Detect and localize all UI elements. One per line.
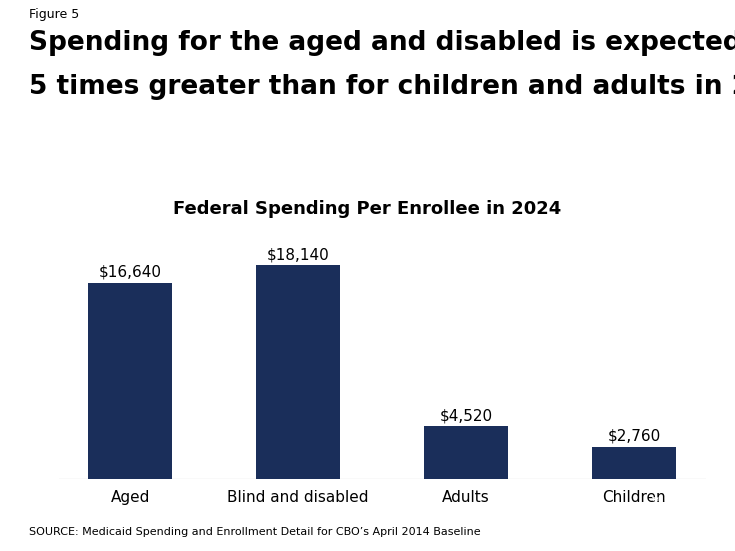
Text: $2,760: $2,760 [608,429,661,444]
Text: SOURCE: Medicaid Spending and Enrollment Detail for CBO’s April 2014 Baseline: SOURCE: Medicaid Spending and Enrollment… [29,527,481,537]
Text: KAISER: KAISER [645,505,696,518]
Text: $18,140: $18,140 [267,247,329,262]
Text: Figure 5: Figure 5 [29,8,79,21]
Text: THE HENRY J.: THE HENRY J. [651,498,690,503]
Text: $4,520: $4,520 [440,408,492,423]
Bar [88,283,172,479]
Bar [424,426,508,479]
Bar [592,447,676,479]
Text: FAMILY: FAMILY [646,516,695,530]
Bar [257,265,340,479]
Text: Federal Spending Per Enrollee in 2024: Federal Spending Per Enrollee in 2024 [173,199,562,218]
Text: $16,640: $16,640 [98,265,162,280]
Text: 5 times greater than for children and adults in 2024.: 5 times greater than for children and ad… [29,74,735,100]
Text: FOUNDATION: FOUNDATION [649,532,692,537]
Text: Spending for the aged and disabled is expected to be about: Spending for the aged and disabled is ex… [29,30,735,56]
